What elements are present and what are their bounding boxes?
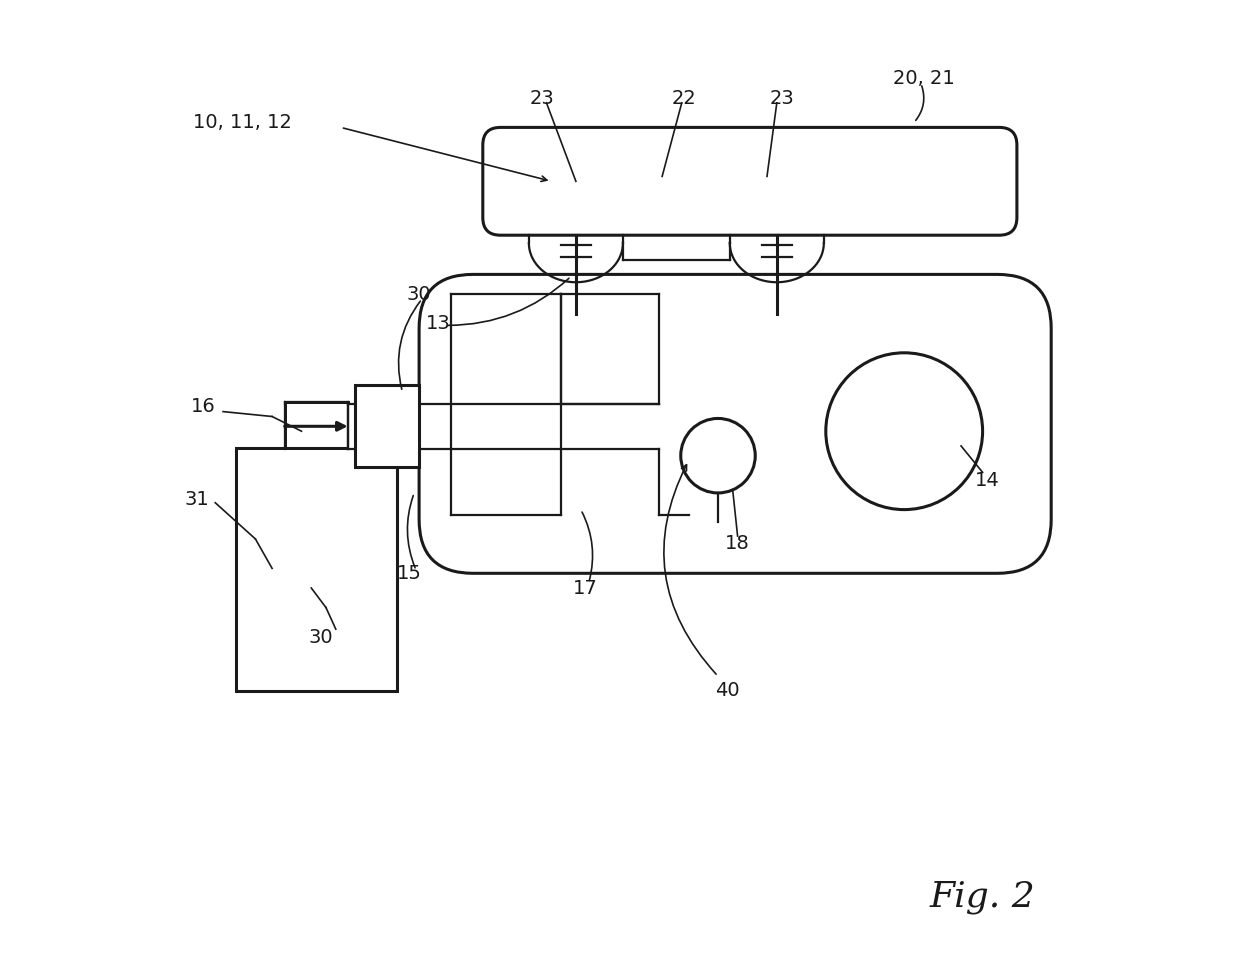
Text: 13: 13 <box>427 314 451 333</box>
Text: 18: 18 <box>725 534 750 554</box>
FancyBboxPatch shape <box>419 274 1052 573</box>
Bar <box>419 404 660 449</box>
Bar <box>356 385 419 467</box>
Bar <box>238 450 394 689</box>
Text: 22: 22 <box>671 88 696 108</box>
Text: 40: 40 <box>715 681 740 701</box>
Text: 14: 14 <box>975 470 999 490</box>
Text: 16: 16 <box>191 397 216 416</box>
Text: 30: 30 <box>309 627 334 647</box>
Text: 17: 17 <box>573 578 598 598</box>
Text: Fig. 2: Fig. 2 <box>930 880 1035 913</box>
Bar <box>286 404 346 449</box>
FancyBboxPatch shape <box>482 127 1017 235</box>
Bar <box>347 404 356 449</box>
Text: 10, 11, 12: 10, 11, 12 <box>193 113 293 132</box>
Text: 20, 21: 20, 21 <box>893 69 955 88</box>
Bar <box>236 448 397 691</box>
Text: 31: 31 <box>185 490 210 510</box>
Text: 23: 23 <box>769 88 794 108</box>
Bar <box>358 388 417 465</box>
Text: 15: 15 <box>397 564 422 583</box>
Text: 23: 23 <box>529 88 554 108</box>
Text: 30: 30 <box>407 284 432 304</box>
Bar <box>285 402 347 451</box>
